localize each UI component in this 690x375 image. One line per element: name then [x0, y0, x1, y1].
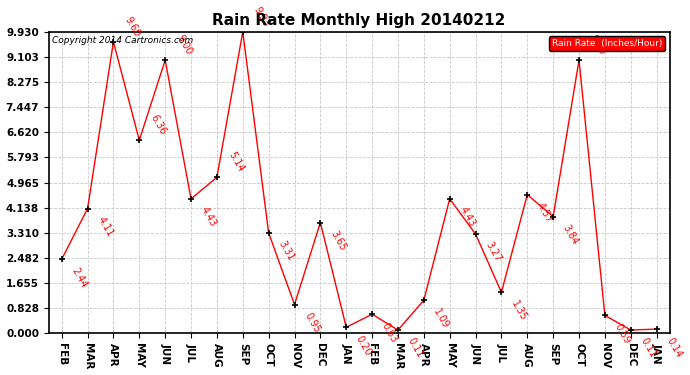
Text: 0.59: 0.59: [613, 322, 632, 345]
Text: 9.60: 9.60: [123, 15, 142, 39]
Text: 0.95: 0.95: [302, 311, 322, 334]
Text: 0.20: 0.20: [354, 334, 373, 357]
Text: 9.00: 9.00: [588, 33, 607, 57]
Text: 6.36: 6.36: [148, 113, 168, 137]
Text: 4.57: 4.57: [535, 201, 555, 225]
Text: 4.43: 4.43: [199, 205, 218, 229]
Text: 4.43: 4.43: [457, 205, 477, 229]
Legend: Rain Rate  (Inches/Hour): Rain Rate (Inches/Hour): [549, 36, 665, 51]
Text: 9.93: 9.93: [252, 5, 271, 28]
Text: 5.14: 5.14: [226, 150, 246, 174]
Text: 3.27: 3.27: [483, 240, 503, 264]
Text: 3.31: 3.31: [277, 239, 296, 263]
Text: 0.63: 0.63: [380, 321, 400, 344]
Text: 9.00: 9.00: [175, 33, 194, 57]
Text: 0.14: 0.14: [664, 336, 684, 359]
Title: Rain Rate Monthly High 20140212: Rain Rate Monthly High 20140212: [213, 13, 506, 28]
Text: 2.44: 2.44: [70, 266, 89, 289]
Text: 1.09: 1.09: [431, 307, 451, 330]
Text: 3.84: 3.84: [561, 223, 580, 247]
Text: Copyright 2014 Cartronics.com: Copyright 2014 Cartronics.com: [52, 36, 193, 45]
Text: 4.11: 4.11: [95, 215, 115, 238]
Text: 1.35: 1.35: [509, 299, 529, 322]
Text: 0.11: 0.11: [406, 336, 425, 360]
Text: 0.11: 0.11: [638, 336, 658, 360]
Text: 3.65: 3.65: [328, 229, 348, 252]
